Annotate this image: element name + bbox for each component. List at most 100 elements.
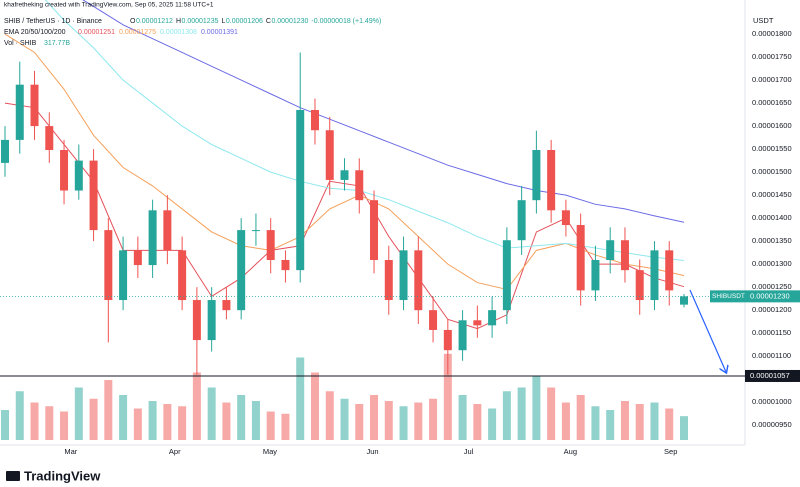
volume-bar [163,404,172,440]
ema-line [82,0,685,223]
volume-layer [1,353,688,440]
volume-bar [45,406,54,440]
candle-body [104,230,113,301]
volume-bar [207,387,216,440]
ohlc-value: 0.00001206 [226,18,263,25]
volume-bar [606,410,615,440]
candle-body [458,320,467,351]
x-tick-label: Sep [664,447,677,456]
volume-bar [133,408,142,440]
x-tick-label: Jul [464,447,474,456]
currency: USDT [753,16,774,25]
level-label: 0.00001057 [750,371,790,380]
candle-body [502,240,511,311]
y-tick-label: 0.00001750 [752,52,792,61]
volume-bar [547,387,556,440]
y-tick-label: 0.00001400 [752,213,792,222]
volume-bar [665,408,674,440]
candle-body [15,84,24,140]
volume-bar [310,372,319,440]
candle-body [414,250,423,311]
volume-bar [429,398,438,440]
candle-body [325,130,334,180]
candle-body [119,250,128,301]
candle-body [60,150,69,191]
ema-line [4,33,685,291]
candle-body [340,170,349,180]
volume-bar [192,372,201,440]
volume-bar [178,406,187,440]
volume-bar [251,401,260,440]
candle-layer [1,52,688,375]
ohlc-value: 0.00001235 [182,18,219,25]
candle-body [488,310,497,326]
candle-body [45,126,54,151]
volume-bar [1,410,9,440]
candle-body [443,329,452,351]
volume-bar [148,401,157,440]
volume-bar [443,353,452,440]
candle-body [620,240,629,271]
volume-bar [340,398,349,440]
arrow [689,289,726,372]
axes: 0.00001800 0.00001750 0.00001700 0.00001650… [64,29,791,456]
candle-body [1,139,9,163]
volume-bar [15,391,24,440]
candle-body [207,300,216,341]
x-tick-label: Jun [366,447,378,456]
candle-body [310,109,319,131]
ohlc-key: L [221,18,225,25]
legend-entry: 0.00001308 [160,29,197,36]
candle-body [370,200,379,261]
volume-bar [414,402,423,440]
volume-bar [30,402,39,440]
candle-body [384,260,393,301]
watermark: khafretheking created with TradingView.c… [4,2,214,9]
y-tick-label: 0.00001450 [752,190,792,199]
ohlc-key: O [130,18,136,25]
volume-bar [222,402,231,440]
candle-body [296,109,305,271]
volume-bar [502,391,511,440]
volume-bar [635,404,644,440]
candle-body [133,250,142,266]
candle-body [591,260,600,291]
candle-body [517,200,526,241]
ohlc-key: H [176,18,181,25]
volume-bar [576,395,585,440]
candle-body [163,210,172,251]
y-tick-label: 0.00001000 [752,397,792,406]
candle-body [192,300,201,341]
legend-entry: 0.00001275 [119,29,156,36]
y-tick-label: 0.00001600 [752,121,792,130]
y-tick-label: 0.00001500 [752,167,792,176]
candle-body [266,230,275,261]
candle-body [680,296,688,305]
volume-bar [488,408,497,440]
ema-title: EMA 20/50/100/200 [4,29,66,36]
chart-title: SHIB / TetherUS · 1D · Binance [4,18,102,25]
legend-entry: 0.00001251 [78,29,115,36]
legend-entry: 0.00001391 [201,29,238,36]
candle-body [89,160,98,231]
y-tick-label: 0.00001150 [752,328,791,337]
candle-body [74,160,83,191]
ohlc-value: 0.00001230 [271,18,308,25]
y-tick-label: 0.00000950 [752,420,792,429]
logo: TradingView [6,468,101,483]
last-price-box [745,290,800,303]
ohlc-key: C [266,18,271,25]
x-tick-label: Aug [564,447,577,456]
candle-body [429,310,438,330]
volume-bar [650,402,659,440]
volume-bar [473,404,482,440]
candle-body [399,250,408,301]
symbol-label: SHIBUSDT [712,293,745,300]
candle-body [547,150,556,211]
volume-bar [561,402,570,440]
ema-line [44,0,685,261]
level-label-box [745,369,800,382]
candle-body [576,225,585,291]
candle-body [635,270,644,301]
